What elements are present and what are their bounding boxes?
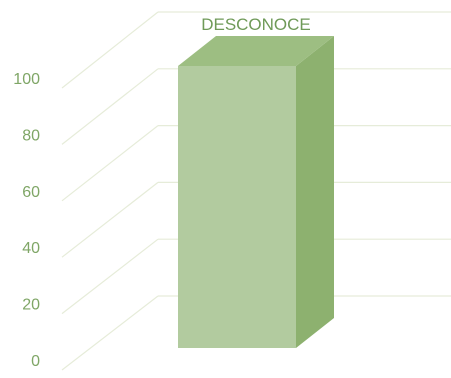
gridline-diagonal (61, 181, 159, 258)
y-tick-label: 0 (31, 353, 40, 370)
gridline-diagonal (61, 68, 159, 145)
data-label: DESCONOCE (201, 15, 311, 34)
gridline-diagonal (61, 238, 159, 315)
y-tick-label: 20 (22, 297, 40, 314)
gridline-diagonal (61, 295, 159, 371)
y-tick-label: 40 (22, 240, 40, 257)
gridline-diagonal (61, 125, 159, 202)
gridline-diagonal (61, 11, 159, 89)
data-labels: DESCONOCE (201, 15, 311, 34)
bar-side (296, 36, 334, 348)
y-tick-label: 60 (22, 184, 40, 201)
y-tick-label: 80 (22, 127, 40, 144)
y-tick-label: 100 (13, 71, 40, 88)
bar (178, 66, 296, 348)
y-axis-ticks: 0 20 40 60 80 100 (13, 71, 40, 370)
bars (178, 36, 334, 348)
bar-top (178, 36, 334, 66)
